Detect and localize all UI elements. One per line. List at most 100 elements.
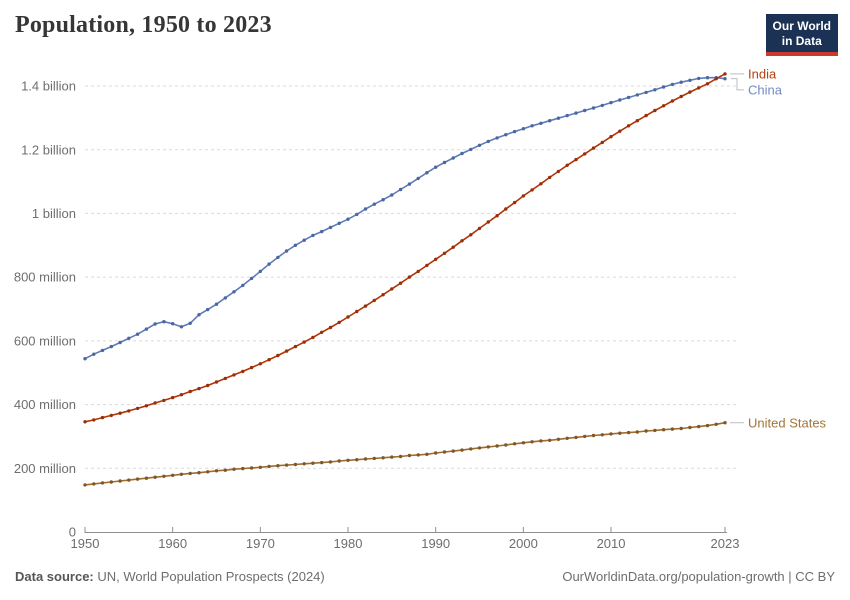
data-point-china[interactable] xyxy=(539,121,543,126)
data-point-united-states[interactable] xyxy=(425,452,429,456)
data-point-united-states[interactable] xyxy=(363,457,368,461)
data-point-china[interactable] xyxy=(416,176,420,181)
data-point-china[interactable] xyxy=(723,77,727,81)
data-point-united-states[interactable] xyxy=(512,442,517,446)
data-point-china[interactable] xyxy=(92,352,96,356)
data-point-india[interactable] xyxy=(100,415,105,420)
data-point-united-states[interactable] xyxy=(390,455,394,459)
data-point-india[interactable] xyxy=(109,413,114,418)
data-point-china[interactable] xyxy=(381,198,385,202)
data-point-india[interactable] xyxy=(346,315,350,319)
data-point-india[interactable] xyxy=(276,353,280,358)
data-point-united-states[interactable] xyxy=(197,471,201,475)
data-point-india[interactable] xyxy=(223,376,227,381)
data-point-united-states[interactable] xyxy=(460,448,464,452)
data-point-united-states[interactable] xyxy=(241,466,245,471)
data-point-india[interactable] xyxy=(644,113,648,118)
data-point-india[interactable] xyxy=(460,239,464,243)
data-point-china[interactable] xyxy=(583,108,587,113)
data-point-india[interactable] xyxy=(635,119,639,123)
data-point-united-states[interactable] xyxy=(626,430,631,435)
data-point-india[interactable] xyxy=(381,293,385,297)
data-point-united-states[interactable] xyxy=(600,433,604,437)
data-point-china[interactable] xyxy=(241,283,245,288)
data-point-india[interactable] xyxy=(705,82,710,86)
data-point-india[interactable] xyxy=(127,409,131,413)
license-link[interactable]: OurWorldinData.org/population-growth | C… xyxy=(562,569,835,584)
data-point-united-states[interactable] xyxy=(135,477,140,481)
data-point-united-states[interactable] xyxy=(223,468,227,472)
data-point-india[interactable] xyxy=(661,104,666,108)
data-point-united-states[interactable] xyxy=(162,474,166,478)
data-point-china[interactable] xyxy=(249,276,254,281)
data-point-united-states[interactable] xyxy=(311,461,315,465)
data-point-china[interactable] xyxy=(600,103,604,108)
data-point-china[interactable] xyxy=(267,262,271,266)
data-point-india[interactable] xyxy=(530,188,534,192)
data-point-india[interactable] xyxy=(188,389,192,394)
data-point-india[interactable] xyxy=(372,298,376,303)
data-point-india[interactable] xyxy=(83,420,87,424)
data-point-united-states[interactable] xyxy=(206,470,210,474)
data-point-india[interactable] xyxy=(591,146,596,150)
data-point-china[interactable] xyxy=(688,78,692,83)
data-point-china[interactable] xyxy=(355,212,359,217)
data-point-china[interactable] xyxy=(179,325,184,329)
data-point-united-states[interactable] xyxy=(521,441,526,445)
data-point-india[interactable] xyxy=(539,182,543,186)
data-point-china[interactable] xyxy=(565,113,569,118)
data-point-india[interactable] xyxy=(293,344,298,349)
data-point-india[interactable] xyxy=(679,94,683,99)
data-point-china[interactable] xyxy=(118,340,122,345)
data-point-united-states[interactable] xyxy=(258,465,262,469)
data-point-united-states[interactable] xyxy=(372,456,376,461)
data-point-india[interactable] xyxy=(600,140,604,145)
data-point-india[interactable] xyxy=(618,129,622,133)
data-point-india[interactable] xyxy=(179,393,184,397)
data-point-india[interactable] xyxy=(556,169,561,174)
data-point-united-states[interactable] xyxy=(276,464,280,468)
data-point-china[interactable] xyxy=(442,160,447,165)
data-point-india[interactable] xyxy=(486,220,490,224)
data-point-united-states[interactable] xyxy=(293,462,298,467)
data-point-china[interactable] xyxy=(337,221,341,225)
data-point-united-states[interactable] xyxy=(644,429,648,433)
data-point-united-states[interactable] xyxy=(284,463,289,467)
data-point-india[interactable] xyxy=(434,257,438,261)
data-point-china[interactable] xyxy=(556,116,561,120)
data-point-india[interactable] xyxy=(469,233,473,237)
data-point-united-states[interactable] xyxy=(705,423,710,428)
data-point-india[interactable] xyxy=(267,358,271,362)
data-point-china[interactable] xyxy=(346,217,350,221)
data-point-united-states[interactable] xyxy=(591,433,596,438)
data-point-united-states[interactable] xyxy=(679,426,683,431)
data-point-united-states[interactable] xyxy=(355,458,359,462)
data-point-india[interactable] xyxy=(697,86,701,90)
data-point-united-states[interactable] xyxy=(83,483,87,487)
data-point-china[interactable] xyxy=(284,249,289,253)
data-point-china[interactable] xyxy=(390,193,394,197)
data-point-united-states[interactable] xyxy=(118,479,122,483)
data-point-united-states[interactable] xyxy=(416,453,420,457)
data-point-china[interactable] xyxy=(206,307,210,312)
data-point-china[interactable] xyxy=(276,255,280,260)
data-point-united-states[interactable] xyxy=(153,475,157,479)
data-point-india[interactable] xyxy=(320,330,324,334)
data-point-china[interactable] xyxy=(486,139,490,144)
data-point-india[interactable] xyxy=(512,200,517,205)
data-point-united-states[interactable] xyxy=(688,425,692,430)
data-point-china[interactable] xyxy=(635,93,639,97)
data-point-india[interactable] xyxy=(548,175,552,180)
data-point-china[interactable] xyxy=(328,225,333,230)
data-point-china[interactable] xyxy=(697,76,701,81)
data-point-united-states[interactable] xyxy=(320,460,324,465)
data-point-india[interactable] xyxy=(688,90,692,94)
data-point-india[interactable] xyxy=(206,383,210,388)
data-point-china[interactable] xyxy=(679,80,683,84)
data-point-china[interactable] xyxy=(162,320,166,324)
data-point-china[interactable] xyxy=(618,98,622,102)
data-point-china[interactable] xyxy=(705,76,710,80)
data-point-china[interactable] xyxy=(591,106,596,110)
data-point-india[interactable] xyxy=(197,386,201,391)
data-point-india[interactable] xyxy=(398,281,403,285)
